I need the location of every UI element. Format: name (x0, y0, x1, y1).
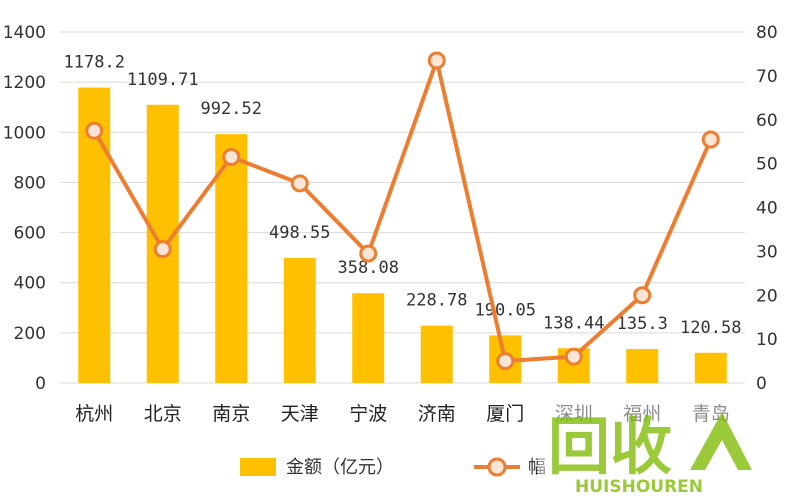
line-marker (701, 130, 720, 149)
line-marker (222, 148, 241, 167)
line-marker (633, 286, 652, 305)
right-tick-label: 60 (756, 111, 778, 131)
category-label: 深圳 (555, 403, 593, 425)
bar-data-label: 498.55 (269, 223, 330, 243)
legend-line-marker (487, 457, 507, 477)
right-tick-label: 80 (756, 23, 778, 43)
line-marker (359, 244, 378, 263)
category-label: 宁波 (349, 403, 387, 425)
category-label: 济南 (418, 403, 456, 425)
line-marker (427, 51, 446, 70)
category-label: 北京 (144, 403, 182, 425)
bar (352, 293, 385, 383)
category-label: 杭州 (75, 403, 113, 425)
right-tick-label: 70 (756, 67, 778, 87)
bar-data-label: 120.58 (680, 318, 741, 338)
bar-data-label: 1178.2 (64, 53, 125, 73)
line-path (92, 58, 713, 364)
left-tick-label: 1000 (3, 123, 46, 143)
right-tick-label: 10 (756, 330, 778, 350)
right-tick-label: 0 (756, 374, 767, 394)
right-tick-label: 50 (756, 155, 778, 175)
category-label: 福州 (623, 403, 661, 425)
left-axis-ticks: 0 200 400 600 800 1000 1200 1400 (3, 23, 46, 394)
bar (283, 258, 316, 383)
watermark-text: 回收 (548, 410, 672, 483)
category-labels: 杭州北京南京天津宁波济南厦门深圳福州青岛 (75, 403, 730, 425)
line-series (85, 51, 720, 371)
bar-data-label: 1109.71 (127, 70, 199, 90)
left-tick-label: 800 (14, 173, 46, 193)
bar (420, 325, 453, 383)
category-label: 厦门 (486, 403, 524, 425)
left-tick-label: 1400 (3, 23, 46, 43)
right-tick-label: 20 (756, 286, 778, 306)
line-marker (564, 347, 583, 366)
watermark-subtext: HUISHOUREN (575, 477, 703, 497)
bar-data-label: 138.44 (543, 313, 604, 333)
line-marker (153, 240, 172, 259)
watermark-logo: 回收 HUISHOUREN (538, 398, 752, 497)
watermark-mountain-icon (690, 412, 752, 470)
bar-data-label: 992.52 (201, 99, 262, 119)
legend-bar-swatch (240, 458, 276, 476)
bar (694, 352, 727, 383)
bar (215, 134, 248, 383)
legend-bar-label: 金额（亿元） (286, 457, 394, 478)
right-tick-label: 40 (756, 199, 778, 219)
bar-data-label: 135.3 (617, 314, 668, 334)
category-label: 天津 (281, 403, 319, 425)
bar-data-label: 228.78 (406, 291, 467, 311)
right-tick-label: 30 (756, 242, 778, 262)
bar-data-label: 190.05 (475, 300, 536, 320)
line-marker (496, 352, 515, 371)
left-tick-label: 400 (14, 274, 46, 294)
line-marker (85, 121, 104, 140)
legend-line-label: 幅 (528, 457, 546, 478)
right-axis-ticks: 0 10 20 30 40 50 60 70 80 (756, 23, 778, 394)
left-tick-label: 200 (14, 324, 46, 344)
bar (626, 349, 659, 383)
category-label: 南京 (212, 403, 250, 425)
left-tick-label: 1200 (3, 73, 46, 93)
bar-data-label: 358.08 (338, 258, 399, 278)
left-tick-label: 600 (14, 224, 46, 244)
left-tick-label: 0 (35, 374, 46, 394)
line-marker (290, 174, 309, 193)
watermark-backdrop (538, 398, 728, 494)
legend: 金额（亿元） 幅 (240, 457, 546, 478)
